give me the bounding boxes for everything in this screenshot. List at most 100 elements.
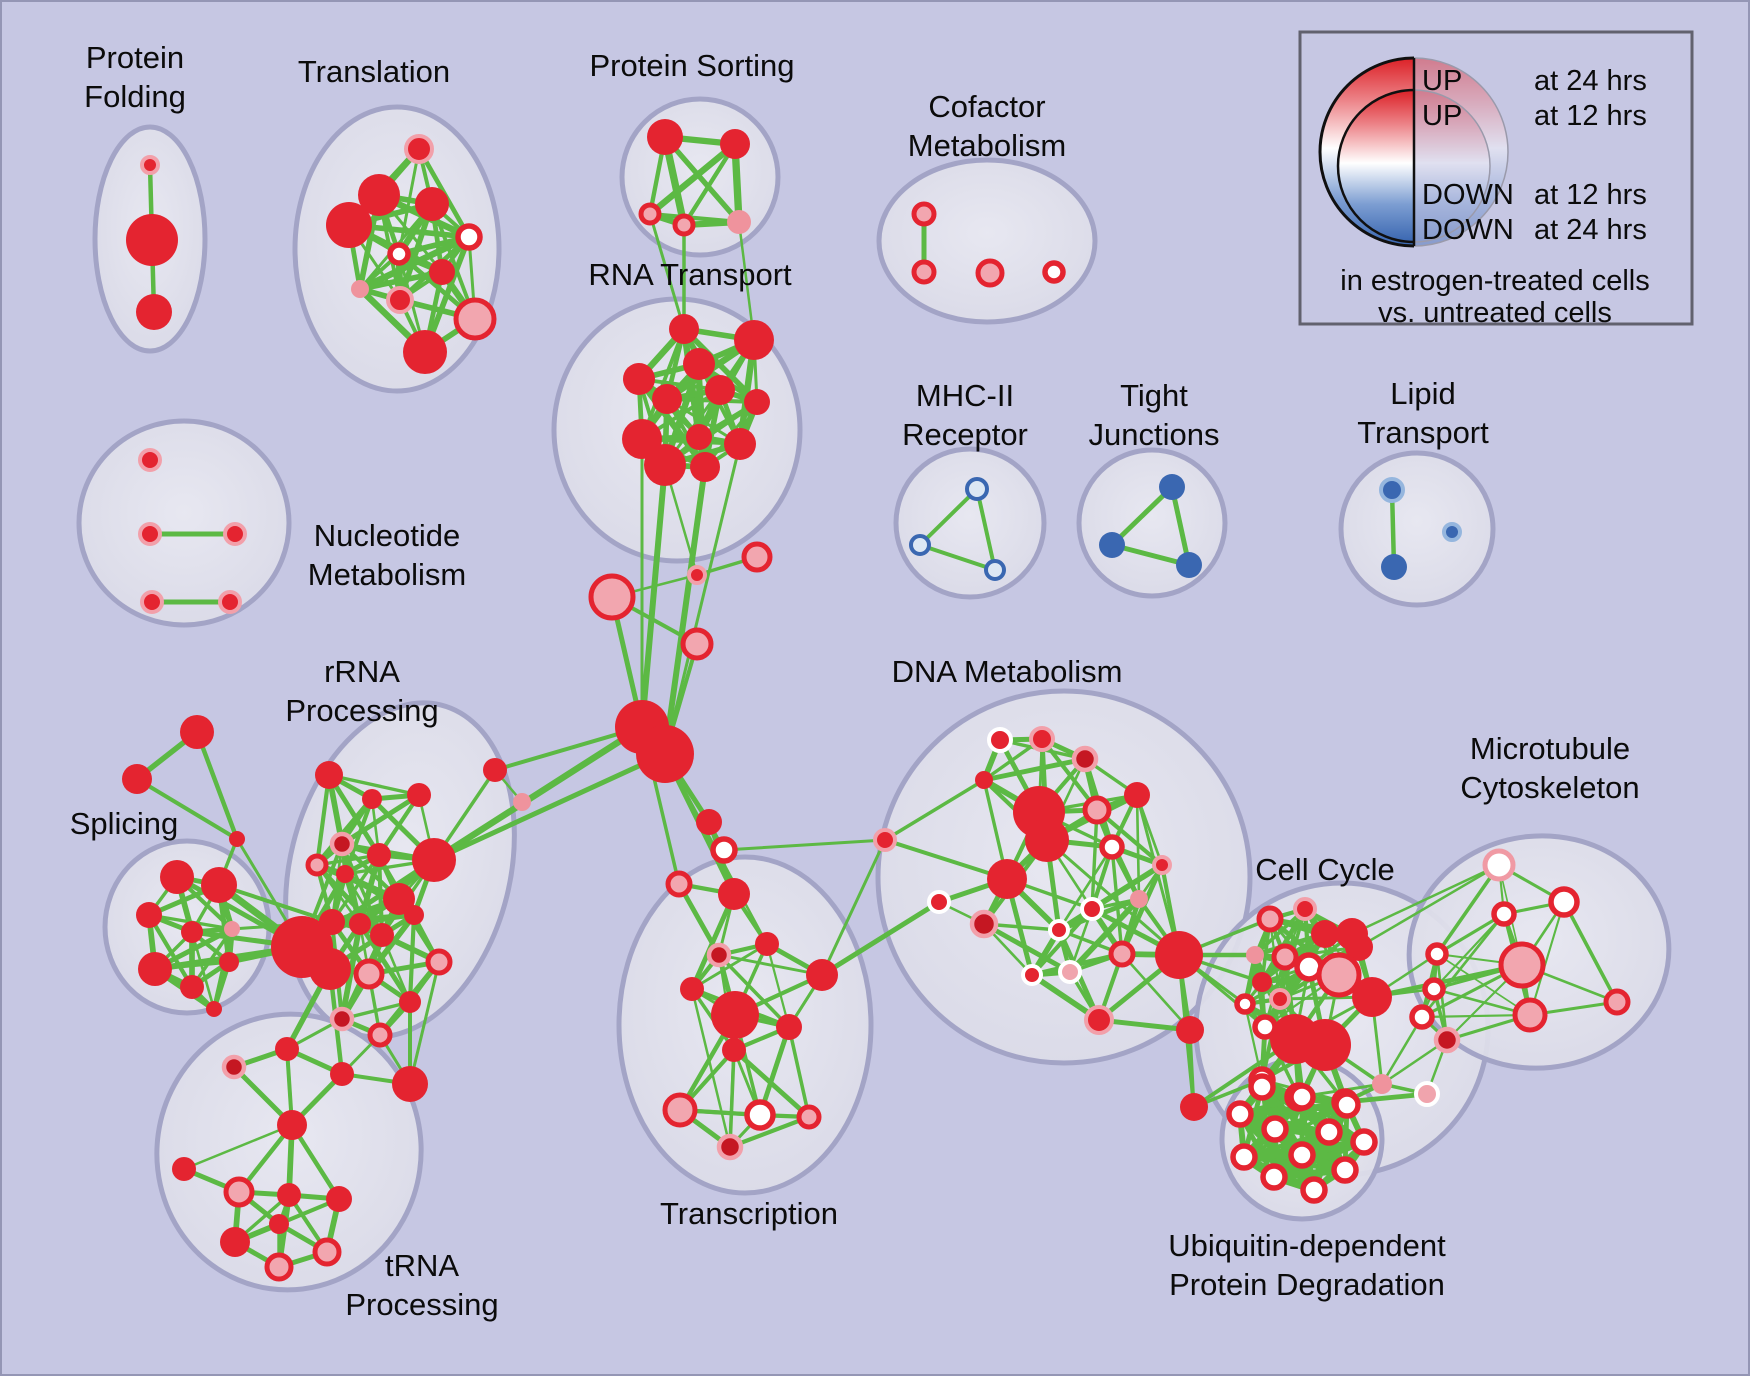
node-transcription-4: [680, 977, 704, 1001]
node-ubiquitin-degradation-5: [1315, 1118, 1343, 1146]
edge-transcription: [690, 987, 732, 1149]
node-transcription-0: [665, 870, 693, 898]
node-microtubule-cytoskeleton-0: [1482, 848, 1516, 882]
node-hub-2: [588, 573, 636, 621]
edge-link: [648, 212, 686, 331]
node-rna-transport-5: [705, 375, 735, 405]
cluster-label-ubiquitin-degradation: Ubiquitin-dependent: [1168, 1228, 1446, 1263]
cluster-label-microtubule-cytoskeleton: Cytoskeleton: [1460, 770, 1639, 805]
node-rna-transport-9: [724, 428, 756, 460]
edge-link: [819, 899, 942, 978]
legend-left-arc-outer: [1318, 56, 1415, 248]
cluster-shapes-layer: [76, 96, 1672, 1293]
node-ubiquitin-degradation-9: [1331, 1156, 1359, 1184]
node-microtubule-cytoskeleton-1: [1548, 886, 1580, 918]
edge-transcription: [787, 1025, 811, 1119]
edge-link: [217, 883, 334, 924]
node-lipid-transport-0: [1379, 477, 1405, 503]
node-translation-10: [403, 330, 447, 374]
node-hub-10: [513, 793, 531, 811]
edge-dna-metabolism: [1120, 952, 1192, 1032]
node-rna-transport-6: [744, 389, 770, 415]
node-cell-cycle-6: [1271, 943, 1299, 971]
cluster-label-lipid-transport: Transport: [1357, 415, 1489, 450]
node-nucleotide-metabolism-3: [140, 590, 164, 614]
edge-dna-metabolism: [981, 921, 1073, 975]
node-hub-15: [309, 948, 351, 990]
edge-dna-metabolism: [1096, 1017, 1193, 1033]
node-mhc-ii-receptor-0: [965, 477, 989, 501]
node-trna-processing-5: [223, 1176, 255, 1208]
node-cell-cycle-15: [1299, 1019, 1351, 1071]
node-rrna-processing-16: [367, 1022, 393, 1048]
node-dna-metabolism-3: [975, 771, 993, 789]
node-dna-metabolism-16: [1021, 964, 1043, 986]
node-translation-7: [351, 280, 369, 298]
edge-tight-junctions: [1109, 484, 1175, 548]
node-tight-junctions-0: [1159, 474, 1185, 500]
node-rrna-processing-9: [349, 913, 371, 935]
node-trna-processing-8: [220, 1227, 250, 1257]
node-cell-cycle-1: [1293, 897, 1317, 921]
legend-time-label: at 12 hrs: [1534, 179, 1647, 211]
node-rrna-processing-1: [362, 789, 382, 809]
node-mhc-ii-receptor-1: [909, 534, 931, 556]
edge-link: [663, 442, 742, 756]
node-cofactor-metabolism-1: [911, 259, 937, 285]
edge-rrna-processing: [314, 772, 332, 868]
node-transcription-8: [722, 1038, 746, 1062]
node-microtubule-cytoskeleton-8: [1512, 997, 1548, 1033]
node-protein-sorting-0: [647, 119, 683, 155]
edge-rna-transport: [635, 375, 709, 471]
cluster-label-cell-cycle: Cell Cycle: [1255, 852, 1395, 887]
node-rna-transport-2: [683, 348, 715, 380]
legend-direction-label: UP: [1422, 100, 1462, 132]
node-dna-metabolism-19: [1084, 1005, 1114, 1035]
node-cell-cycle-10: [1269, 988, 1291, 1010]
node-cell-cycle-19: [1372, 1074, 1392, 1094]
cluster-label-microtubule-cytoskeleton: Microtubule: [1470, 731, 1630, 766]
node-rrna-processing-3: [329, 831, 355, 857]
node-rna-transport-8: [686, 424, 712, 450]
node-translation-2: [415, 187, 449, 221]
node-ubiquitin-degradation-1: [1288, 1083, 1316, 1111]
node-microtubule-cytoskeleton-4: [1422, 977, 1446, 1001]
edge-microtubule-cytoskeleton: [1420, 1013, 1532, 1019]
node-dna-metabolism-14: [1130, 890, 1148, 908]
edge-mhc-ii-receptor: [918, 543, 997, 572]
node-splicing-2: [136, 902, 162, 928]
node-hub-13: [229, 831, 245, 847]
edge-link: [1045, 838, 1181, 957]
edge-rrna-processing: [376, 792, 422, 858]
edge-microtubule-cytoskeleton: [1435, 863, 1501, 956]
edge-link: [883, 778, 986, 842]
edge-rrna-processing: [314, 796, 375, 868]
node-transcription-9: [662, 1092, 698, 1128]
node-hub-9: [483, 758, 507, 782]
node-hub-3: [680, 627, 714, 661]
cluster-label-dna-metabolism: DNA Metabolism: [892, 654, 1123, 689]
cluster-label-cofactor-metabolism: Cofactor: [928, 89, 1045, 124]
node-splicing-1: [201, 867, 237, 903]
edge-link: [662, 464, 708, 757]
legend: UP at 24 hrs UP at 12 hrs DOWN at 12 hrs DOWN a…: [1298, 30, 1694, 329]
node-ubiquitin-degradation-2: [1333, 1091, 1361, 1119]
edge-tight-junctions: [1109, 542, 1192, 568]
node-rna-transport-3: [623, 363, 655, 395]
node-rrna-processing-17: [329, 1006, 355, 1032]
node-hub-5: [636, 725, 694, 783]
node-cell-cycle-11: [1234, 993, 1256, 1015]
node-protein-folding-0: [140, 155, 160, 175]
node-dna-metabolism-11: [969, 909, 999, 939]
legend-time-label: at 24 hrs: [1534, 65, 1647, 97]
legend-time-label: at 12 hrs: [1534, 100, 1647, 132]
node-rrna-processing-13: [425, 948, 453, 976]
edge-rrna-processing: [326, 772, 382, 858]
node-dna-metabolism-4: [1124, 782, 1150, 808]
node-protein-folding-1: [126, 214, 178, 266]
node-translation-0: [404, 134, 434, 164]
node-rrna-processing-14: [353, 958, 385, 990]
cluster-label-ubiquitin-degradation: Protein Degradation: [1169, 1267, 1445, 1302]
node-microtubule-cytoskeleton-2: [1491, 901, 1517, 927]
